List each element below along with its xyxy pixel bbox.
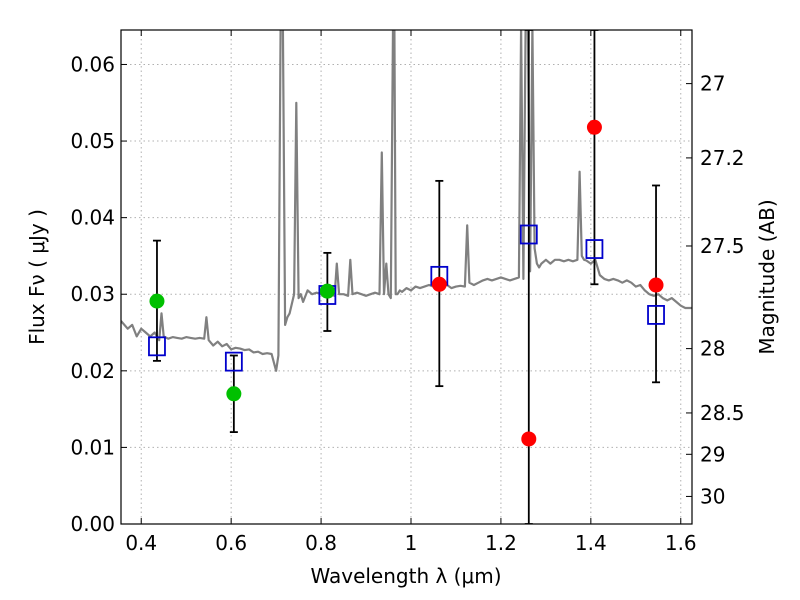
y-tick-label: 0.06 xyxy=(70,52,115,76)
spectrum-line xyxy=(121,30,692,372)
x-tick-label: 0.8 xyxy=(305,531,337,555)
x-axis: 0.4 0.6 0.8 1 1.2 1.4 1.6 xyxy=(125,30,697,555)
red-point xyxy=(521,431,537,447)
y-tick-label: 0.02 xyxy=(70,359,115,383)
x-tick-label: 0.4 xyxy=(125,531,157,555)
y2-tick-label: 27.5 xyxy=(700,234,745,258)
green-point xyxy=(319,283,335,299)
red-point xyxy=(648,277,664,293)
y2-tick-label: 28 xyxy=(700,337,725,361)
x-tick-label: 0.6 xyxy=(215,531,247,555)
markers xyxy=(148,119,665,447)
y2-tick-label: 28.5 xyxy=(700,401,745,425)
x-tick-label: 1 xyxy=(405,531,418,555)
y-tick-label: 0.00 xyxy=(70,512,115,536)
model-square xyxy=(224,351,243,372)
model-square xyxy=(647,305,665,325)
model-square xyxy=(519,224,538,245)
model-square xyxy=(148,336,166,357)
x-axis-label: Wavelength λ (μm) xyxy=(310,564,501,588)
plot-background xyxy=(121,30,692,524)
x-tick-label: 1.4 xyxy=(575,531,607,555)
green-point xyxy=(226,386,242,402)
spectrum-layer xyxy=(121,30,692,372)
y2-tick-label: 27 xyxy=(700,72,725,96)
x-tick-label: 1.6 xyxy=(665,531,697,555)
plot-frame xyxy=(120,29,693,525)
green-point xyxy=(149,293,165,309)
y-tick-label: 0.03 xyxy=(70,282,115,306)
y-tick-label: 0.04 xyxy=(70,206,115,230)
y-tick-label: 0.05 xyxy=(70,129,115,153)
y-axis-label: Flux Fν ( μJy ) xyxy=(25,209,49,345)
y2-tick-label: 29 xyxy=(700,442,725,466)
y2-axis-label: Magnitude (AB) xyxy=(755,199,779,354)
y2-tick-label: 27.2 xyxy=(700,146,745,170)
x-tick-label: 1.2 xyxy=(485,531,517,555)
y2-tick-label: 30 xyxy=(700,484,725,508)
y-axis: 0.00 0.01 0.02 0.03 0.04 0.05 0.06 xyxy=(70,52,127,536)
model-square xyxy=(585,239,604,259)
red-point xyxy=(431,276,447,292)
red-point xyxy=(586,119,602,135)
y-tick-label: 0.01 xyxy=(70,435,115,459)
y2-axis: 27 27.2 27.5 28 28.5 29 30 xyxy=(686,72,745,508)
